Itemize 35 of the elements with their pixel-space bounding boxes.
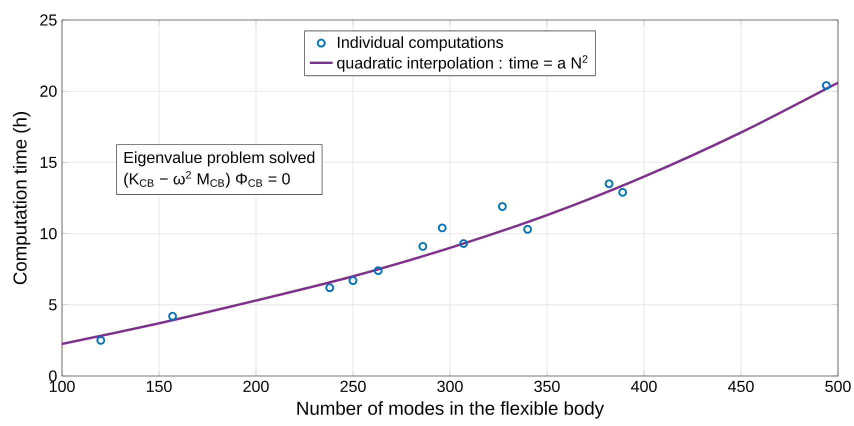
point: [604, 179, 614, 188]
x-tick-label: 200: [243, 380, 269, 392]
point: [96, 336, 106, 345]
text: (K$_{CB}$ − ω$^{2}$ M$_{CB}$) Φ$_{CB}$ = 0: [124, 171, 290, 188]
y-tick-label: 20: [40, 86, 57, 97]
point: [822, 81, 831, 90]
point: [523, 224, 532, 234]
y-tick-label: 25: [40, 14, 57, 26]
x-tick-label: 350: [534, 380, 560, 392]
point: [325, 283, 334, 292]
y-tick-label: 10: [40, 228, 57, 240]
point: [438, 224, 447, 232]
x-tick-label: 450: [728, 380, 754, 392]
x-tick-label: 150: [146, 380, 172, 392]
y-tick-label: 0: [49, 370, 57, 382]
x-axis-title: Number of modes in the flexible body: [297, 401, 604, 419]
point: [498, 202, 507, 211]
point: [618, 188, 628, 197]
x-tick-label: 250: [340, 380, 366, 392]
y-tick-label: 5: [49, 299, 57, 310]
y-axis-title: Computation time (h): [12, 112, 30, 284]
point: [348, 276, 358, 285]
point: [374, 266, 383, 276]
x-tick-label: 400: [631, 380, 657, 392]
x-tick-label: 300: [437, 380, 463, 392]
line-series: [62, 81, 838, 346]
x-tick-label: 100: [50, 380, 75, 392]
legend-label: Individual computations: [338, 36, 504, 52]
annotation: Eigenvalue problem solved: [124, 151, 314, 166]
point: [459, 239, 468, 248]
legend-label: quadratic interpolation : time = a N$^{2}$: [337, 55, 588, 72]
point: [418, 242, 428, 251]
y-tick-label: 15: [40, 156, 57, 168]
point: [168, 312, 177, 321]
x-tick-label: 500: [825, 380, 851, 392]
